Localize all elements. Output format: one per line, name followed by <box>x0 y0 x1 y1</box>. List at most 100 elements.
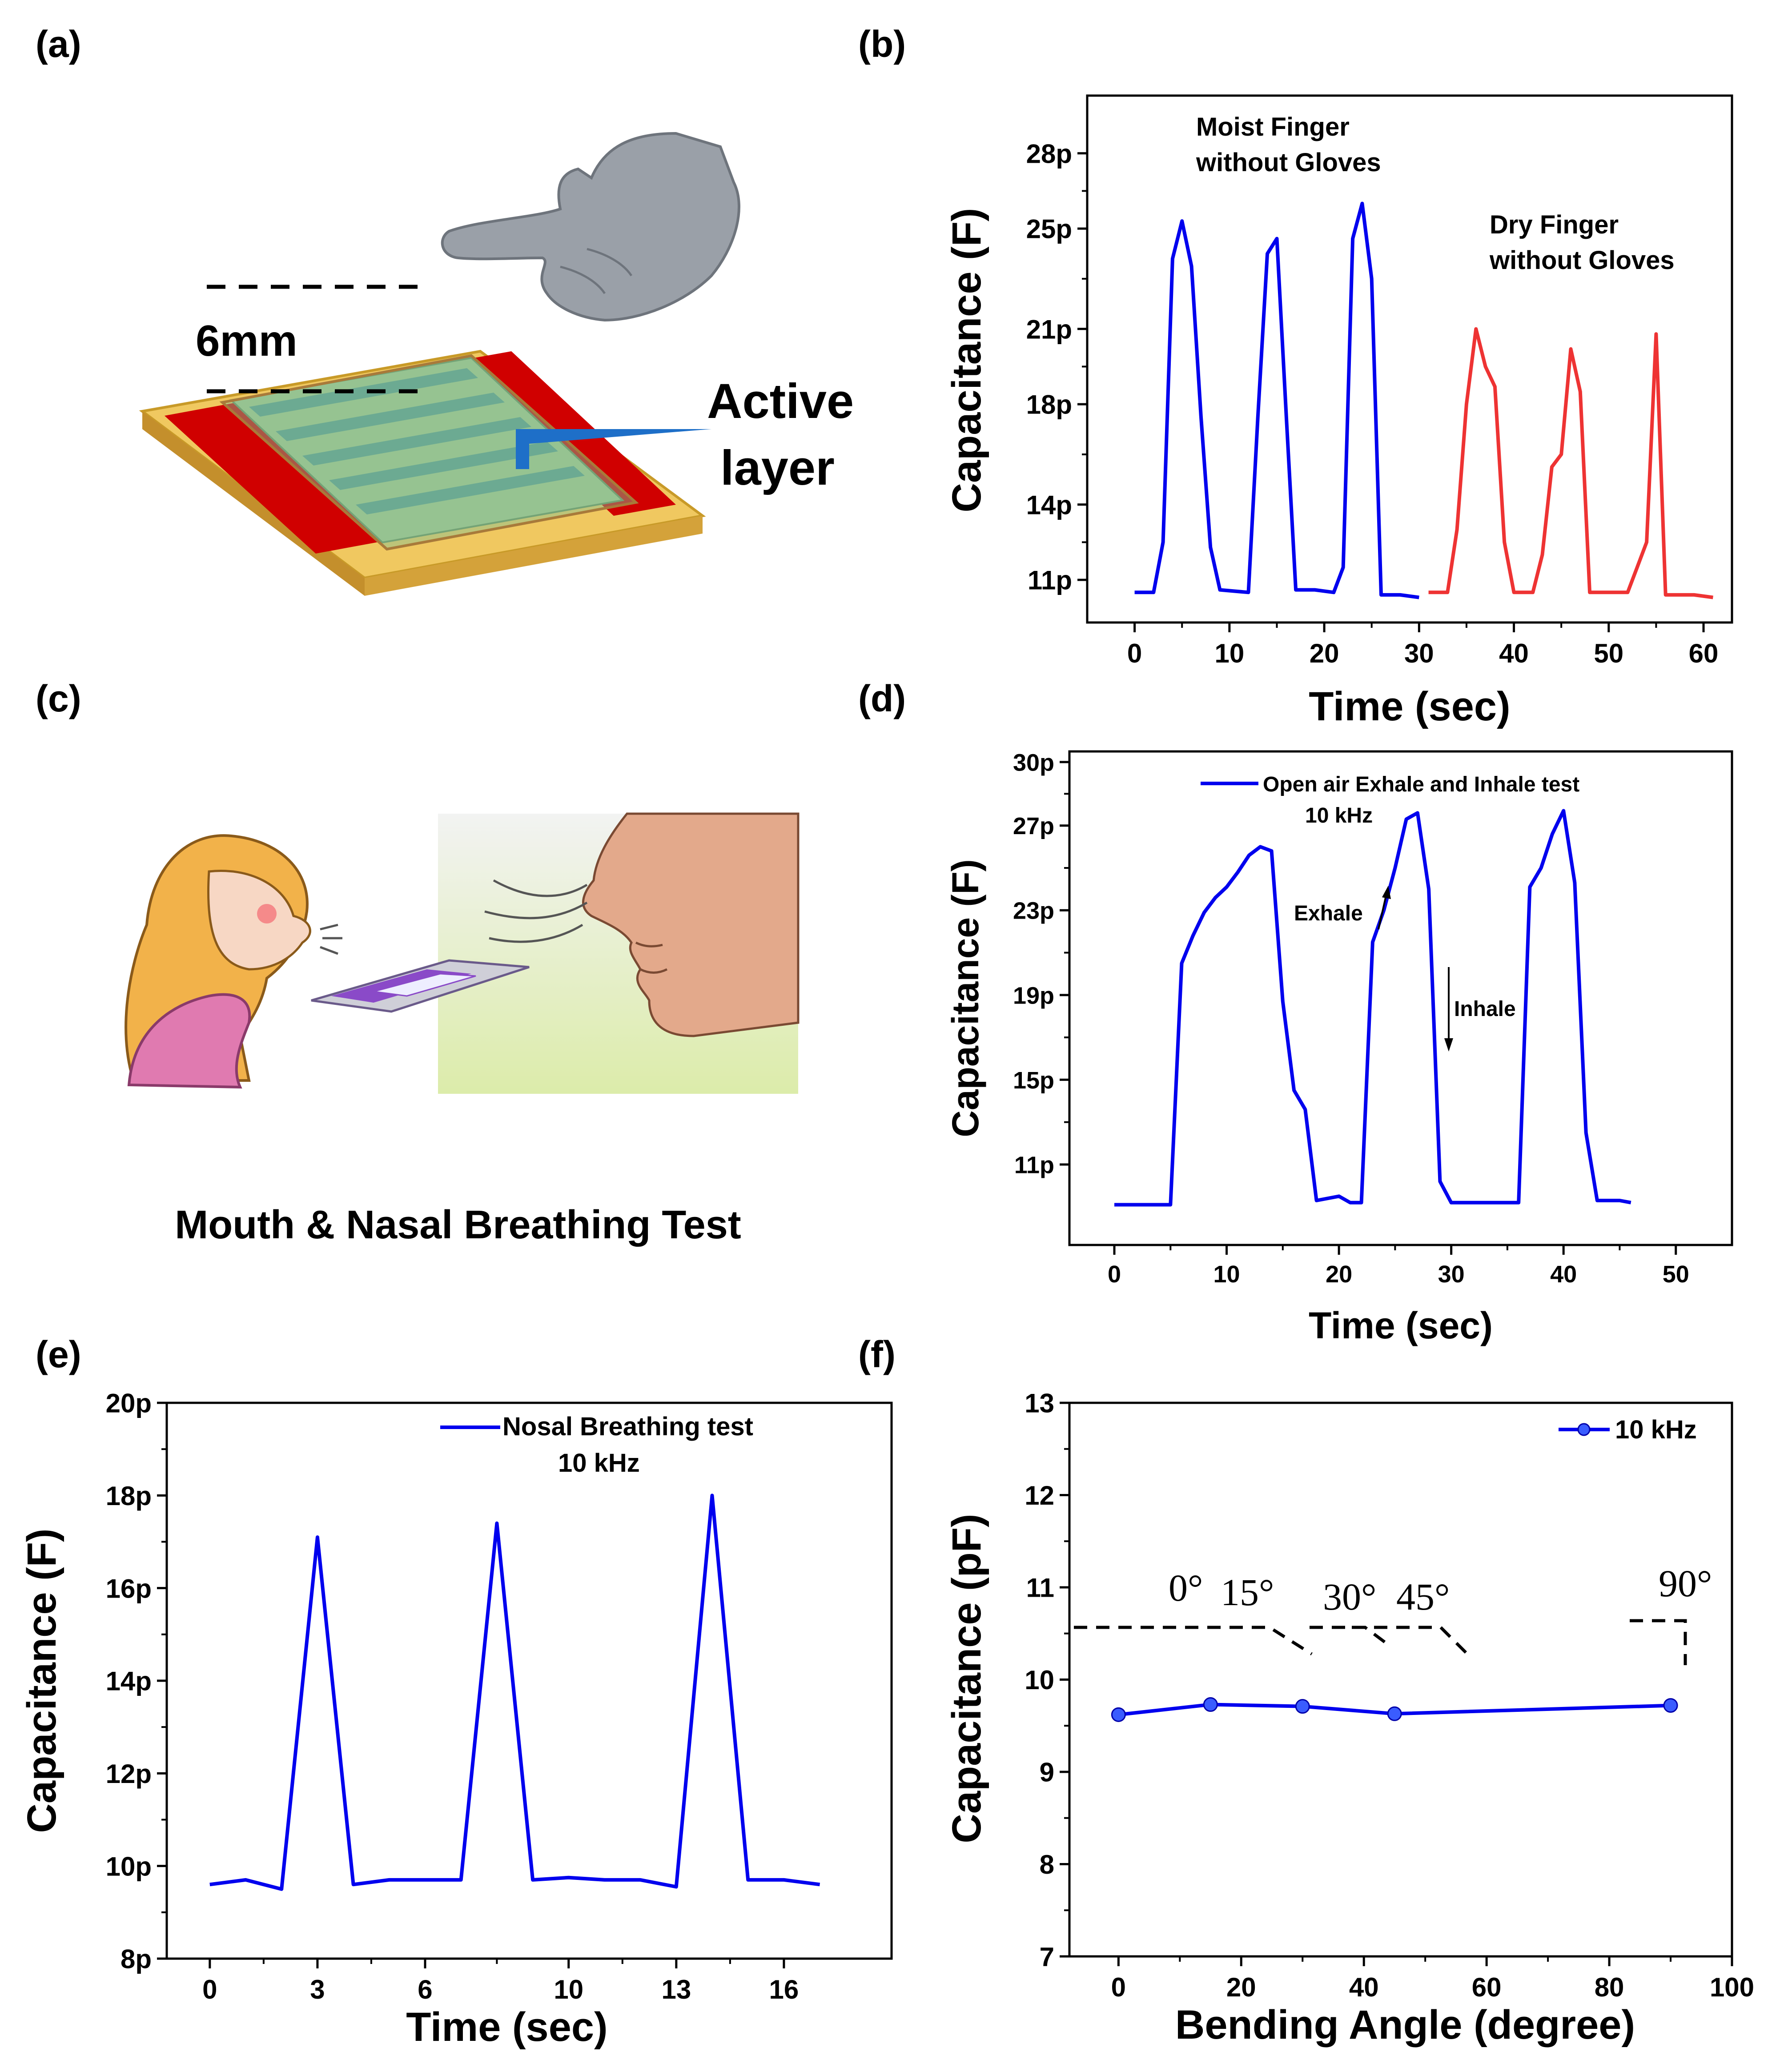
chart-e-legend-frequency: 10 kHz <box>558 1449 640 1478</box>
chart-f-plot-frame <box>1068 1401 1733 1958</box>
distance-label: 6mm <box>196 316 297 365</box>
airflow-lines <box>484 879 588 943</box>
sensor-illustration <box>139 285 711 596</box>
chart-e-y-tick-label: 14p <box>106 1666 152 1696</box>
chart-f-angle-label-30: 30° <box>1323 1575 1376 1618</box>
chart-b-y-tick-label: 28p <box>1026 139 1072 169</box>
chart-e-y-tick-label: 16p <box>106 1574 152 1603</box>
chart-d-y-tick-label: 23p <box>1013 898 1054 924</box>
chart-d-x-tick-label: 30 <box>1438 1261 1465 1288</box>
chart-f-x-tick-label: 40 <box>1349 1972 1379 2002</box>
chart-b-y-axis-title: Capacitance (F) <box>944 208 989 512</box>
chart-b-x-tick-label: 60 <box>1689 638 1719 668</box>
chart-f-x-tick-label: 80 <box>1595 1972 1624 2002</box>
chart-f-y-tick-label: 11 <box>1026 1573 1054 1603</box>
chart-d-y-tick-label: 19p <box>1013 982 1054 1009</box>
chart-d-open-air-breathing: 0 10 20 30 40 50 11p 15p 19p 23p 27p 30p Open air E… <box>944 749 1733 1346</box>
chart-b-x-tick-label: 20 <box>1310 638 1339 668</box>
active-layer-pointer-stem <box>516 429 529 469</box>
chart-f-data-point <box>1295 1699 1310 1714</box>
chart-e-series-line-0 <box>209 1494 820 1891</box>
chart-b-annotation-moist-line1: Moist Finger <box>1196 112 1350 141</box>
chart-f-x-tick-label: 20 <box>1226 1972 1256 2002</box>
panel-label-f: (f) <box>858 1333 896 1375</box>
electrode-fingers <box>249 368 585 514</box>
chart-e-x-tick-label: 13 <box>661 1975 691 2004</box>
chart-b-x-tick-label: 40 <box>1499 638 1529 668</box>
chart-b-annotation-moist-line2: without Gloves <box>1196 148 1381 177</box>
chart-d-legend-label: Open air Exhale and Inhale test <box>1263 773 1579 796</box>
active-layer-pointer <box>518 429 711 445</box>
chart-b-x-tick-label: 0 <box>1127 638 1142 668</box>
chart-d-y-axis-title: Capacitance (F) <box>944 859 986 1137</box>
chart-d-x-tick-label: 10 <box>1213 1261 1240 1288</box>
exhale-arrow-icon <box>1378 886 1391 930</box>
chart-d-y-tick-label: 30p <box>1013 749 1054 776</box>
pointing-hand-icon <box>441 132 740 322</box>
chart-b-y-tick-label: 14p <box>1026 490 1072 520</box>
chart-d-y-tick-label: 15p <box>1013 1067 1054 1094</box>
chart-b-y-tick-label: 18p <box>1026 390 1072 420</box>
woman-shirt <box>127 993 251 1089</box>
chart-f-bending-angle: 0 20 40 60 80 100 7 8 9 10 11 12 13 0° 15° 30° 45° 9… <box>944 1389 1754 2048</box>
chart-e-x-tick-label: 16 <box>769 1975 799 2004</box>
panel-label-b: (b) <box>858 23 906 65</box>
woman-breath-lines <box>320 924 342 955</box>
chart-e-y-tick-label: 18p <box>106 1481 152 1511</box>
chart-f-y-axis-title: Capacitance (pF) <box>944 1514 989 1843</box>
chart-f-legend-marker <box>1577 1423 1591 1436</box>
chart-b-y-tick-label: 21p <box>1026 314 1072 344</box>
chart-e-y-tick-label: 12p <box>106 1759 152 1789</box>
chart-f-angle-label-15: 15° <box>1221 1571 1274 1614</box>
chart-f-legend-label: 10 kHz <box>1615 1415 1697 1444</box>
chart-d-y-tick-label: 11p <box>1014 1152 1054 1178</box>
chart-d-x-tick-label: 40 <box>1550 1261 1577 1288</box>
chart-e-x-tick-label: 10 <box>554 1975 583 2004</box>
chart-b-series-line-0 <box>1134 201 1419 599</box>
chart-f-data-point <box>1387 1706 1402 1721</box>
chart-f-x-axis-title: Bending Angle (degree) <box>1175 2002 1635 2048</box>
chart-b-series-line-1 <box>1428 327 1713 599</box>
electrode-left <box>165 400 400 554</box>
chart-b-annotation-dry-line2: without Gloves <box>1489 246 1675 275</box>
chart-f-y-tick-label: 10 <box>1025 1665 1054 1695</box>
chart-b-annotation-dry-line1: Dry Finger <box>1490 210 1619 239</box>
woman-face <box>207 870 311 971</box>
chart-b-x-axis-title: Time (sec) <box>1309 684 1510 729</box>
sensor-base-edge <box>365 516 703 596</box>
chart-f-data-point <box>1203 1697 1218 1712</box>
chart-d-annotation-inhale: Inhale <box>1454 997 1516 1021</box>
panel-label-a: (a) <box>36 23 81 65</box>
chart-d-x-tick-label: 0 <box>1108 1261 1121 1288</box>
active-layer-label-line1: Active <box>707 374 854 429</box>
chart-b-x-tick-label: 50 <box>1594 638 1623 668</box>
breathing-illustration <box>125 812 800 1094</box>
chart-b-finger-capacitance: 0 10 20 30 40 50 60 11p 14p 18p 21p 25p 28p Moist Fi… <box>944 94 1733 729</box>
chart-f-x-tick-label: 100 <box>1710 1972 1754 2002</box>
chart-b-plot-frame <box>1086 94 1733 624</box>
breathing-test-caption: Mouth & Nasal Breathing Test <box>175 1203 741 1247</box>
chart-e-y-axis-title: Capacitance (F) <box>19 1528 64 1833</box>
chart-f-data-point <box>1663 1698 1678 1713</box>
chart-d-x-axis-title: Time (sec) <box>1309 1305 1493 1346</box>
chart-f-y-tick-label: 13 <box>1025 1389 1054 1418</box>
chart-d-x-tick-label: 50 <box>1663 1261 1689 1288</box>
chart-d-y-tick-label: 27p <box>1013 813 1054 839</box>
chart-e-plot-frame <box>165 1401 893 1960</box>
chart-d-series-line-0 <box>1114 809 1631 1207</box>
active-layer-film <box>219 354 639 551</box>
chart-f-angle-label-0: 0° <box>1169 1566 1203 1609</box>
chart-b-y-tick-label: 25p <box>1026 214 1072 244</box>
sensor-base-side <box>142 411 365 596</box>
chart-d-annotation-exhale: Exhale <box>1294 902 1363 925</box>
panel-label-d: (d) <box>858 678 906 719</box>
chart-b-y-tick-label: 11p <box>1028 566 1072 595</box>
chart-e-legend-label: Nosal Breathing test <box>502 1412 753 1441</box>
man-face-profile <box>582 812 800 1037</box>
chart-d-legend-frequency: 10 kHz <box>1305 804 1373 827</box>
chart-f-y-tick-label: 8 <box>1040 1850 1054 1879</box>
chart-f-y-tick-label: 12 <box>1025 1481 1054 1510</box>
chart-f-angle-label-45: 45° <box>1396 1575 1450 1618</box>
breathing-sensor-active-area <box>373 973 476 997</box>
